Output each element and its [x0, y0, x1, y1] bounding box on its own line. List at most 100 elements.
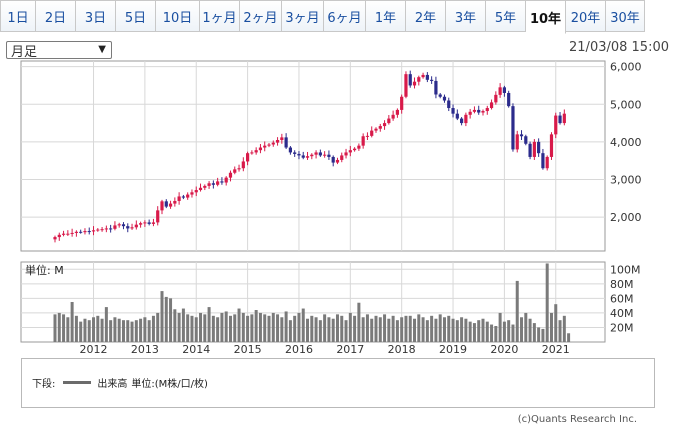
volume-bar — [472, 323, 476, 342]
volume-bar — [126, 320, 130, 342]
volume-bar — [442, 317, 446, 342]
volume-tick-label: 100M — [610, 263, 641, 276]
candle-body — [502, 87, 506, 93]
candle-body — [387, 118, 391, 124]
candle-body — [344, 152, 348, 156]
volume-bar — [246, 315, 250, 342]
tab-13[interactable]: 10年 — [526, 0, 566, 34]
candle-body — [353, 148, 357, 151]
tab-14[interactable]: 20年 — [566, 0, 606, 32]
volume-bar — [498, 312, 502, 342]
legend-prefix: 下段: — [32, 379, 56, 390]
x-tick-label: 2013 — [131, 343, 159, 356]
candle-body — [400, 96, 404, 110]
x-tick-label: 2015 — [234, 343, 262, 356]
volume-bar — [139, 318, 143, 342]
volume-bar — [391, 315, 395, 342]
volume-bar — [335, 314, 339, 342]
candle-body — [507, 92, 511, 107]
candle-body — [472, 109, 477, 112]
volume-bar — [395, 320, 399, 342]
volume-bar — [104, 307, 108, 342]
volume-bar — [254, 310, 258, 342]
tab-15[interactable]: 30年 — [606, 0, 645, 32]
x-tick-label: 2014 — [182, 343, 210, 356]
tab-0[interactable]: 1日 — [0, 0, 36, 32]
candle-body — [293, 152, 297, 154]
tab-6[interactable]: 2ヶ月 — [240, 0, 282, 32]
candle-body — [263, 145, 267, 148]
tab-5[interactable]: 1ヶ月 — [200, 0, 240, 32]
candle-body — [468, 111, 472, 115]
volume-bar — [156, 312, 160, 342]
volume-bar — [520, 317, 524, 342]
volume-bar — [297, 312, 301, 342]
volume-bar — [532, 323, 536, 342]
tab-10[interactable]: 2年 — [406, 0, 446, 32]
legend-series-label: 出来高 — [97, 379, 128, 390]
candle-body — [160, 201, 164, 211]
volume-bar — [207, 307, 211, 342]
candle-body — [181, 196, 185, 198]
candle-body — [451, 108, 455, 114]
volume-bar — [340, 315, 344, 342]
legend-unit-label: 単位:(M株/口/枚) — [131, 379, 208, 390]
candle-body — [434, 80, 438, 95]
volume-bar — [130, 321, 134, 342]
volume-bar — [438, 314, 442, 342]
volume-bar — [400, 317, 404, 342]
candle-body — [96, 229, 100, 231]
candle-body — [541, 153, 545, 169]
tab-1[interactable]: 2日 — [36, 0, 76, 32]
volume-bar — [241, 312, 245, 342]
candle-body — [100, 229, 104, 231]
candle-body — [104, 228, 108, 230]
volume-bar — [528, 318, 532, 342]
volume-bar — [306, 318, 310, 342]
x-tick-label: 2016 — [285, 343, 313, 356]
axis-labels: 2012 2013 2014 2015 2016 2017 2018 2019 2020 2021… — [25, 61, 642, 356]
volume-bar — [545, 263, 549, 342]
candle-body — [130, 227, 134, 229]
tab-11[interactable]: 3年 — [446, 0, 486, 32]
candle-body — [53, 237, 57, 240]
candle-body — [391, 114, 395, 119]
period-select[interactable]: 月足 ▼ — [6, 41, 112, 60]
candle-body — [271, 142, 275, 145]
candle-body — [395, 109, 399, 115]
volume-bar — [430, 315, 434, 342]
candle-body — [327, 154, 331, 157]
tab-12[interactable]: 5年 — [486, 0, 526, 32]
volume-bar — [160, 291, 164, 342]
tab-3[interactable]: 5日 — [116, 0, 156, 32]
price-tick-label: 3,000 — [610, 174, 642, 187]
tab-2[interactable]: 3日 — [76, 0, 116, 32]
candle-body — [528, 143, 532, 157]
tab-8[interactable]: 6ヶ月 — [324, 0, 366, 32]
candle-body — [455, 113, 459, 119]
x-tick-label: 2021 — [542, 343, 570, 356]
candle-body — [246, 153, 250, 162]
tab-7[interactable]: 3ヶ月 — [282, 0, 324, 32]
volume-bar — [511, 324, 515, 342]
candle-body — [203, 185, 207, 188]
volume-tick-label: 20M — [610, 321, 634, 334]
x-tick-label: 2019 — [439, 343, 467, 356]
volume-bar — [224, 311, 228, 342]
candle-body — [190, 192, 194, 195]
price-tick-label: 4,000 — [610, 136, 642, 149]
volume-bar — [558, 320, 562, 342]
tab-4[interactable]: 10日 — [156, 0, 200, 32]
candle-body — [425, 74, 429, 80]
candle-body — [164, 201, 168, 207]
candle-body — [57, 234, 61, 238]
volume-bar — [323, 314, 327, 342]
volume-bar — [211, 315, 215, 342]
volume-bar — [87, 320, 91, 342]
volume-tick-label: 40M — [610, 307, 634, 320]
volume-bar — [181, 308, 185, 342]
candle-body — [66, 233, 70, 235]
volume-bar — [562, 315, 566, 342]
tab-9[interactable]: 1年 — [366, 0, 406, 32]
volume-bar — [357, 302, 361, 342]
